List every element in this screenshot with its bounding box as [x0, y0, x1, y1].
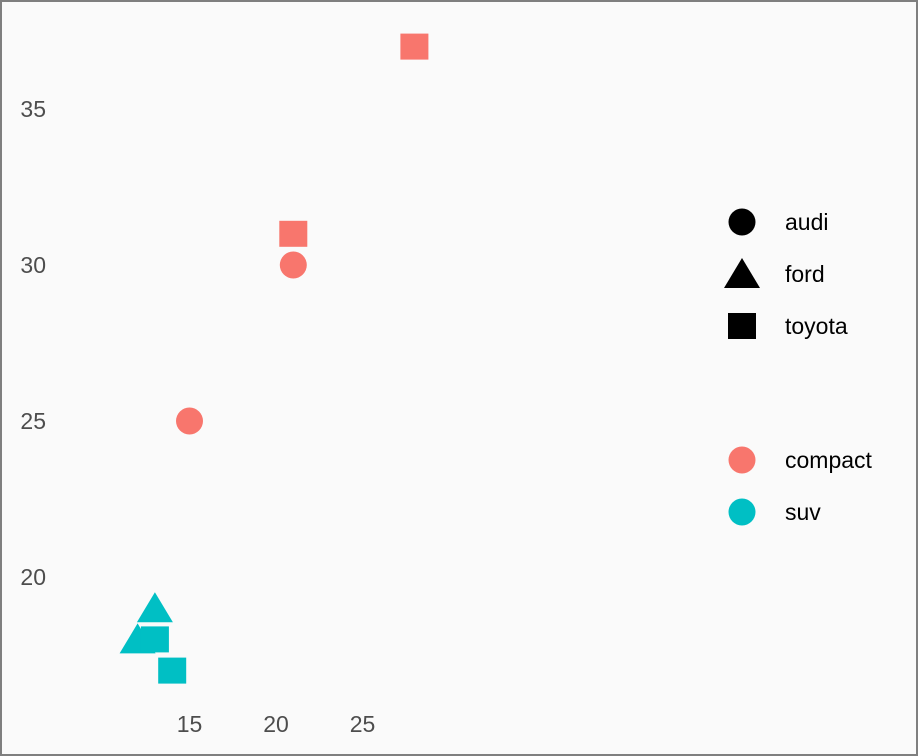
data-point-toyota-compact	[400, 33, 429, 60]
legend-key-suv	[728, 498, 756, 526]
legend-label-ford: ford	[785, 261, 825, 287]
data-point-toyota-compact	[279, 220, 308, 247]
legend-label-audi: audi	[785, 209, 828, 235]
data-point-toyota-suv	[140, 626, 169, 653]
x-tick-label: 20	[263, 711, 289, 737]
x-tick-label: 15	[177, 711, 203, 737]
legend-label-toyota: toyota	[785, 313, 848, 339]
legend-key-compact	[728, 446, 756, 474]
y-tick-label: 20	[20, 564, 46, 590]
legend-label-compact: compact	[785, 447, 873, 473]
y-tick-label: 25	[20, 408, 46, 434]
y-tick-label: 30	[20, 252, 46, 278]
legend-key-audi	[728, 208, 756, 236]
legend-key-ford	[724, 258, 760, 288]
data-point-ford-suv	[136, 592, 173, 623]
data-point-toyota-suv	[158, 657, 187, 684]
data-point-audi-compact	[176, 407, 203, 435]
data-point-audi-compact	[279, 251, 307, 279]
x-tick-label: 25	[350, 711, 376, 737]
legend-key-toyota	[728, 313, 756, 339]
legend-label-suv: suv	[785, 499, 821, 525]
y-tick-label: 35	[20, 96, 46, 122]
